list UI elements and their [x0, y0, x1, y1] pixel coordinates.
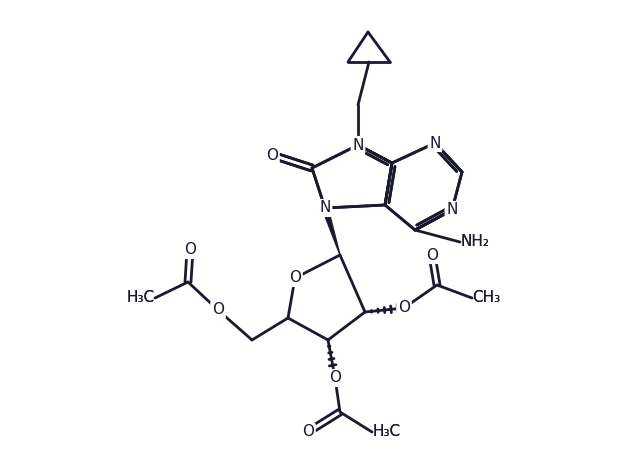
- Text: O: O: [212, 303, 224, 318]
- Text: N: N: [352, 138, 364, 152]
- Text: N: N: [352, 138, 364, 152]
- Text: O: O: [266, 148, 278, 163]
- Text: O: O: [329, 370, 341, 385]
- Text: O: O: [398, 300, 410, 315]
- Text: CH₃: CH₃: [472, 290, 500, 306]
- Text: O: O: [426, 248, 438, 263]
- Text: O: O: [302, 424, 314, 439]
- Text: O: O: [184, 243, 196, 258]
- Text: N: N: [446, 203, 458, 218]
- Text: N: N: [429, 135, 441, 150]
- Text: O: O: [289, 271, 301, 285]
- Text: N: N: [446, 203, 458, 218]
- Text: O: O: [289, 271, 301, 285]
- Text: H₃C: H₃C: [372, 424, 400, 439]
- Text: O: O: [184, 243, 196, 258]
- Text: O: O: [398, 300, 410, 315]
- Text: O: O: [212, 303, 224, 318]
- Text: H₃C: H₃C: [127, 290, 155, 306]
- Text: NH₂: NH₂: [460, 235, 489, 250]
- Text: H₃C: H₃C: [372, 424, 400, 439]
- Text: O: O: [302, 424, 314, 439]
- Text: N: N: [319, 201, 331, 216]
- Text: O: O: [329, 370, 341, 385]
- Text: CH₃: CH₃: [472, 290, 500, 306]
- Text: O: O: [266, 148, 278, 163]
- Text: H₃C: H₃C: [127, 290, 155, 306]
- Text: N: N: [319, 201, 331, 216]
- Text: N: N: [429, 135, 441, 150]
- Text: O: O: [426, 248, 438, 263]
- Text: NH₂: NH₂: [460, 235, 489, 250]
- Polygon shape: [322, 207, 340, 255]
